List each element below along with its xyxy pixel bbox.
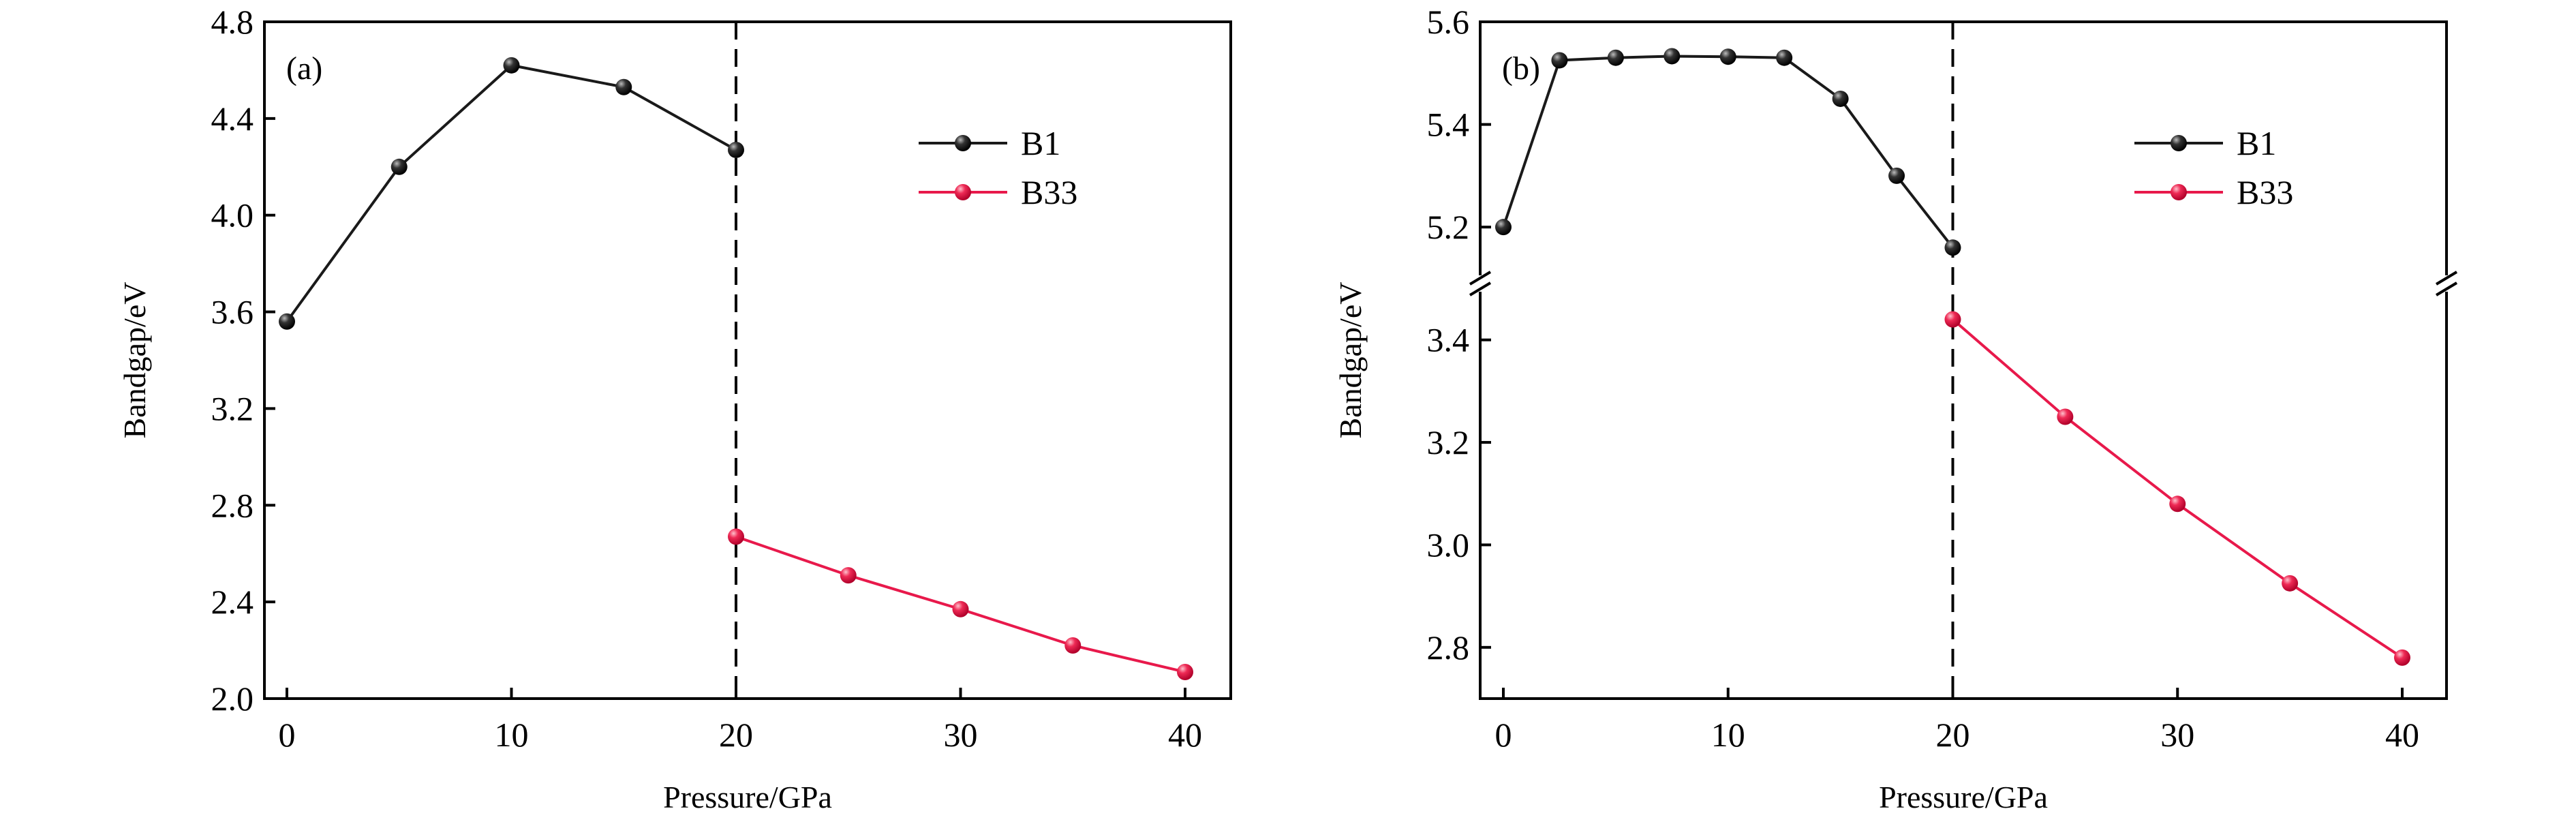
data-point-B33 [1177, 663, 1193, 680]
y-tick-label: 4.4 [211, 100, 254, 138]
data-point-B1 [1495, 219, 1512, 236]
y-tick-label: 2.8 [211, 486, 254, 524]
data-point-B1 [615, 78, 632, 95]
y-tick-label: 5.2 [1427, 208, 1470, 246]
data-point-B1 [1607, 49, 1624, 66]
data-point-B33 [1064, 637, 1082, 654]
x-tick-label: 20 [719, 716, 753, 754]
data-point-B33 [728, 528, 744, 545]
data-point-B1 [503, 57, 520, 74]
series-line-B1 [1502, 55, 1954, 249]
x-tick-label: 40 [1168, 716, 1202, 754]
data-point-B33 [1944, 311, 1961, 328]
data-point-B1 [1888, 167, 1905, 184]
x-tick-label: 20 [1936, 716, 1970, 754]
legend-marker-B33 [955, 184, 971, 200]
series-line-B33 [1952, 318, 2404, 659]
data-point-B1 [1551, 52, 1568, 69]
data-point-B1 [390, 158, 408, 175]
data-point-B33 [840, 567, 857, 584]
series-line-B1 [286, 63, 737, 322]
data-point-B1 [728, 141, 744, 158]
data-point-B1 [279, 313, 295, 330]
data-point-B33 [2057, 408, 2074, 425]
panel-a: 0 10 20 30 40 2.0 2.4 2.8 3.2 3.6 4.0 4.4 4.8 Pressur… [117, 3, 1232, 814]
y-tick-label: 4.0 [211, 196, 254, 234]
x-tick-label: 10 [1711, 716, 1745, 754]
legend-label: B33 [2237, 173, 2293, 211]
data-point-B33 [2394, 649, 2410, 666]
legend-label: B33 [1021, 173, 1077, 211]
axis-break-mark [2435, 271, 2458, 286]
y-axis-label: Bandgap/eV [1333, 282, 1368, 439]
y-tick-label: 3.0 [1427, 525, 1470, 564]
x-tick-label: 40 [2385, 716, 2419, 754]
legend-label: B1 [2237, 124, 2276, 162]
plot-frame [263, 20, 1232, 700]
y-tick-label: 3.4 [1427, 321, 1470, 359]
data-point-B1 [1776, 49, 1793, 66]
x-tick-label: 0 [1495, 716, 1512, 754]
axis-break-mark [1469, 281, 1492, 296]
x-tick-label: 30 [944, 716, 978, 754]
data-point-B1 [1663, 48, 1681, 65]
y-tick-label: 4.8 [211, 3, 254, 41]
data-point-B1 [1832, 90, 1849, 107]
y-tick-label: 2.4 [211, 583, 254, 621]
y-tick-label: 5.6 [1427, 3, 1470, 41]
data-point-B33 [2282, 575, 2299, 592]
y-axis-label: Bandgap/eV [117, 282, 152, 439]
plot-frame [1479, 20, 2448, 700]
x-axis-label: Pressure/GPa [663, 780, 832, 814]
y-tick-label: 2.8 [1427, 628, 1470, 667]
data-point-B1 [1719, 48, 1736, 65]
panel-b: 0 10 20 30 40 5.2 5.4 5.6 2.8 3.0 3.2 3.4 Pressure/G… [1333, 3, 2458, 814]
panel-label: (a) [286, 50, 322, 87]
panel-label: (b) [1502, 50, 1540, 87]
axis-break-mark [1469, 271, 1492, 286]
data-point-B33 [2169, 495, 2186, 513]
x-axis-label: Pressure/GPa [1879, 780, 2048, 814]
legend-marker-B1 [955, 135, 971, 151]
data-point-B1 [1944, 239, 1961, 256]
y-tick-label: 3.2 [1427, 423, 1470, 461]
legend-label: B1 [1021, 124, 1060, 162]
x-tick-label: 0 [279, 716, 296, 754]
data-point-B33 [952, 600, 969, 617]
y-tick-label: 5.4 [1427, 106, 1470, 144]
y-tick-label: 3.2 [211, 389, 254, 427]
legend-marker-B33 [2171, 184, 2187, 200]
y-tick-label: 2.0 [211, 680, 254, 718]
x-tick-label: 30 [2160, 716, 2194, 754]
axis-break-mark [2435, 281, 2458, 296]
legend-marker-B1 [2171, 135, 2187, 151]
x-tick-label: 10 [495, 716, 529, 754]
y-tick-label: 3.6 [211, 293, 254, 331]
